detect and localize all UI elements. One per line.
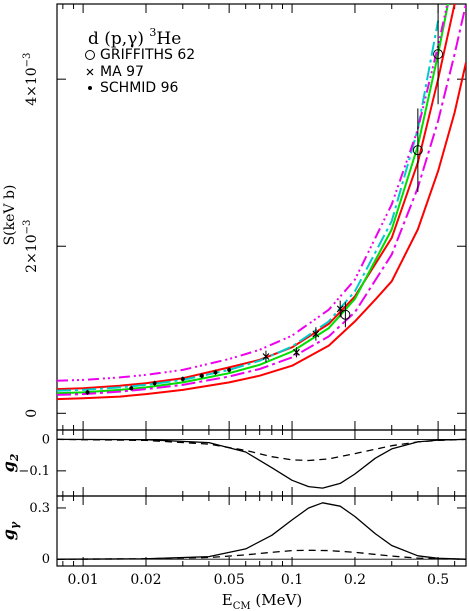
series-line-6 — [57, 4, 449, 382]
g-gamma-axis-label: gγ — [0, 521, 21, 540]
legend-marker-circle — [85, 50, 95, 60]
legend-label: GRIFFITHS 62 — [100, 47, 195, 63]
ma-point — [293, 348, 300, 356]
data-points — [85, 4, 444, 395]
series-line-3 — [57, 4, 450, 395]
schmid-point — [129, 386, 134, 391]
g2-axis-label: g2 — [0, 453, 21, 472]
x-tick-label: 0.05 — [214, 572, 245, 588]
schmid-point — [180, 377, 185, 382]
y-axis-label: S(keV b) — [2, 185, 18, 246]
series-line-1 — [57, 4, 456, 391]
series-line-2 — [57, 438, 466, 462]
schmid-point — [213, 370, 218, 375]
legend-marker-cross — [86, 68, 94, 76]
series-line-1 — [57, 438, 466, 489]
series-line-5 — [57, 4, 466, 396]
x-axis-label: ECM (MeV) — [222, 591, 302, 611]
x-tick-label: 0.1 — [281, 572, 303, 588]
x-tick-label: 0.2 — [344, 572, 366, 588]
g-gamma-panel: 00.3 — [29, 495, 467, 567]
y-tick-label: 2×10−3 — [22, 220, 40, 273]
x-tick-label: 0.01 — [68, 572, 99, 588]
series-group — [57, 502, 466, 560]
legend-marker-dot — [88, 86, 92, 90]
y-tick-label: −0.1 — [18, 464, 50, 479]
schmid-point — [199, 373, 204, 378]
griffiths-point — [340, 309, 351, 320]
y-tick-label: 0.3 — [29, 501, 50, 516]
y-tick-label: 0 — [42, 432, 50, 447]
ma-point — [336, 305, 344, 313]
y-tick-label: 4×10−3 — [22, 53, 40, 106]
series-line-2 — [57, 549, 466, 560]
schmid-point — [227, 367, 232, 372]
axis-labels: S(keV b) g2 gγ 0.01 0.02 0.05 0.1 0.2 0.5 ECM (Me… — [0, 185, 449, 611]
series-line-1 — [57, 502, 466, 560]
x-tick-label: 0.02 — [130, 572, 161, 588]
griffiths-point — [433, 49, 444, 60]
legend-label: SCHMID 96 — [100, 80, 179, 96]
series-group — [57, 438, 466, 489]
series-line-2 — [57, 62, 466, 401]
g2-panel: 0 −0.1 — [18, 429, 467, 497]
ma-point — [312, 330, 320, 338]
schmid-point — [152, 381, 157, 386]
chart-title: d (p,γ) 3He — [88, 26, 181, 49]
plot-frame — [56, 495, 467, 567]
legend-label: MA 97 — [100, 64, 144, 80]
series-group — [57, 4, 466, 401]
y-tick-label: 0 — [24, 409, 40, 418]
ma-point — [262, 353, 270, 360]
schmid-point — [85, 390, 90, 395]
griffiths-point — [412, 145, 423, 156]
x-tick-label: 0.5 — [427, 572, 449, 588]
series-line-4 — [57, 20, 440, 392]
y-tick-label: 0 — [42, 552, 50, 567]
